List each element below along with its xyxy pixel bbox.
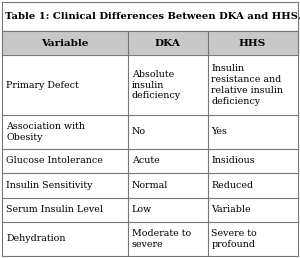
Text: Absolute
insulin
deficiency: Absolute insulin deficiency [132,70,181,100]
Text: Variable: Variable [212,205,251,214]
Text: Low: Low [132,205,152,214]
Text: Severe to
profound: Severe to profound [212,229,257,249]
Text: Insulin
resistance and
relative insulin
deficiency: Insulin resistance and relative insulin … [212,64,284,106]
Bar [2,222,298,256]
Text: Insulin Sensitivity: Insulin Sensitivity [6,181,93,190]
Text: DKA: DKA [155,39,181,48]
Text: HHS: HHS [239,39,266,48]
Text: Normal: Normal [132,181,168,190]
Text: No: No [132,127,146,136]
Bar [2,115,298,149]
Text: Insidious: Insidious [212,156,255,165]
Text: Table 1: Clinical Differences Between DKA and HHS.: Table 1: Clinical Differences Between DK… [5,12,300,21]
Text: Moderate to
severe: Moderate to severe [132,229,191,249]
Text: Acute: Acute [132,156,160,165]
Text: Primary Defect: Primary Defect [6,80,79,90]
Bar [2,173,298,198]
Text: Association with
Obesity: Association with Obesity [6,122,85,142]
Bar [2,149,298,173]
Text: Dehydration: Dehydration [6,235,66,244]
Bar [2,198,298,222]
Text: Yes: Yes [212,127,227,136]
Bar [2,31,298,55]
Bar [2,2,298,31]
Text: Variable: Variable [41,39,89,48]
Text: Serum Insulin Level: Serum Insulin Level [6,205,103,214]
Bar [2,55,298,115]
Text: Glucose Intolerance: Glucose Intolerance [6,156,103,165]
Text: Reduced: Reduced [212,181,254,190]
